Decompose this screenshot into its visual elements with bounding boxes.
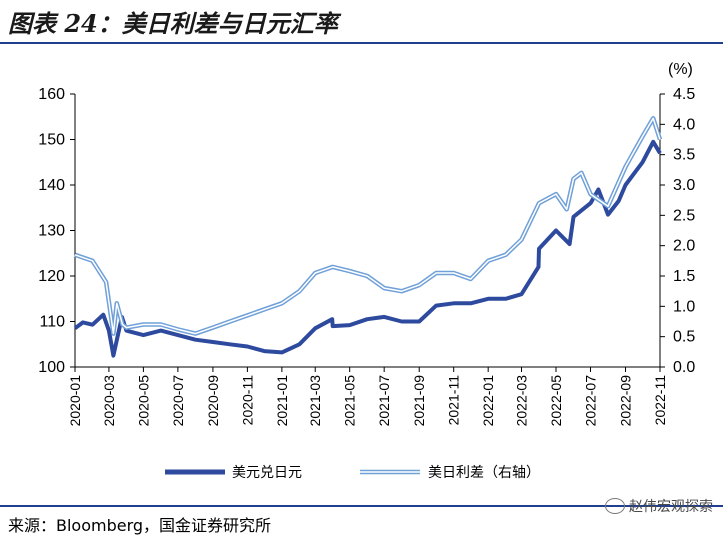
right-tick-label: 4.0 xyxy=(673,116,695,133)
right-tick-label: 0.5 xyxy=(673,329,695,346)
left-tick-label: 140 xyxy=(38,177,65,194)
watermark-label: 赵伟宏观探索 xyxy=(629,499,713,515)
right-tick-label: 4.5 xyxy=(673,86,695,103)
legend-label-spread: 美日利差（右轴） xyxy=(428,465,540,481)
x-tick-label: 2020-07 xyxy=(170,375,186,427)
x-tick-label: 2021-05 xyxy=(342,375,358,427)
x-tick-label: 2022-07 xyxy=(582,375,598,427)
right-tick-label: 3.0 xyxy=(673,177,695,194)
x-tick-label: 2021-09 xyxy=(411,375,427,427)
title-divider xyxy=(0,42,723,44)
left-tick-label: 120 xyxy=(38,268,65,285)
left-tick-label: 150 xyxy=(38,132,65,149)
wechat-icon xyxy=(605,498,625,514)
left-tick-label: 130 xyxy=(38,223,65,240)
source-note: 来源：Bloomberg，国金证券研究所 xyxy=(8,516,272,535)
right-tick-label: 0.0 xyxy=(673,359,695,376)
x-tick-label: 2020-01 xyxy=(67,375,83,427)
left-tick-label: 160 xyxy=(38,86,65,103)
x-tick-label: 2020-05 xyxy=(135,375,151,427)
left-tick-label: 110 xyxy=(39,314,65,331)
chart-title: 图表 24：美日利差与日元汇率 xyxy=(8,9,338,38)
x-tick-label: 2022-03 xyxy=(514,375,530,427)
right-tick-label: 1.5 xyxy=(673,268,695,285)
x-tick-label: 2021-11 xyxy=(446,375,462,426)
right-axis-unit: (%) xyxy=(668,61,693,78)
x-tick-label: 2021-03 xyxy=(307,375,323,427)
x-tick-label: 2021-07 xyxy=(376,375,392,427)
right-tick-label: 3.5 xyxy=(673,147,695,164)
right-tick-label: 2.0 xyxy=(673,238,695,255)
footer-divider xyxy=(0,505,723,507)
series-line-spread-inner xyxy=(74,117,661,335)
left-tick-label: 100 xyxy=(38,359,65,376)
right-tick-label: 2.5 xyxy=(673,207,695,224)
x-tick-label: 2022-09 xyxy=(618,375,634,427)
x-tick-label: 2022-01 xyxy=(480,375,496,427)
watermark: 赵伟宏观探索 xyxy=(605,496,713,516)
x-tick-label: 2020-11 xyxy=(239,375,255,426)
x-tick-label: 2020-03 xyxy=(101,375,117,427)
chart-area: 100 110 120 130 140 150 160 0.0 0.5 1.0 1.5 2.0 2.5 3… xyxy=(38,61,695,481)
x-tick-label: 2022-11 xyxy=(652,375,668,426)
x-tick-label: 2021-01 xyxy=(274,375,290,427)
x-tick-label: 2022-05 xyxy=(548,375,564,427)
legend-label-usdjpy: 美元兑日元 xyxy=(232,465,302,481)
x-tick-label: 2020-09 xyxy=(205,375,221,427)
right-tick-label: 1.0 xyxy=(673,298,695,315)
